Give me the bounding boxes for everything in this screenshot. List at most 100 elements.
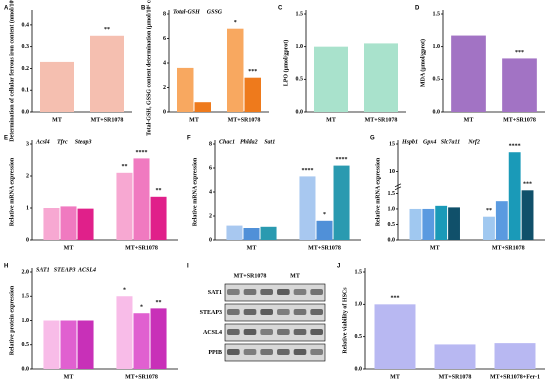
y-tick-label: 0.5 xyxy=(296,77,304,83)
significance-label: * xyxy=(140,305,143,311)
y-tick-label: 0.1 xyxy=(22,88,30,94)
y-tick-label: 1.5 xyxy=(433,11,441,17)
x-tick-label: MT+SR1078 xyxy=(228,117,261,123)
x-tick-label: MT xyxy=(464,117,474,123)
panel-label: F xyxy=(187,136,191,142)
bar xyxy=(90,35,124,112)
legend-entry: Chac1 xyxy=(219,139,235,145)
bar xyxy=(77,208,94,240)
y-tick-label: 0.5 xyxy=(388,222,396,228)
blot-band xyxy=(227,289,240,295)
legend-entry: ACSL4 xyxy=(77,267,96,273)
legend-entry: Steap3 xyxy=(75,139,92,145)
bar xyxy=(521,190,534,240)
bar xyxy=(434,344,476,369)
x-tick-label: MT+SR1078 xyxy=(125,245,158,251)
bar xyxy=(314,46,348,112)
y-tick-label: 1.0 xyxy=(388,206,396,212)
bar xyxy=(260,226,277,240)
y-axis-label: Relative viability of HSCs xyxy=(342,287,348,354)
blot-band xyxy=(227,309,240,315)
bar xyxy=(60,320,77,369)
bar xyxy=(299,176,316,240)
significance-label: *** xyxy=(248,69,257,75)
blot-band xyxy=(310,349,323,355)
panel-label: J xyxy=(337,264,340,270)
y-tick-label: 0.5 xyxy=(355,334,363,340)
y-axis-label: Relative mRNA expression xyxy=(9,157,15,226)
y-tick-label: 2 xyxy=(163,85,166,91)
blot-band xyxy=(260,329,273,335)
blot-frame xyxy=(224,323,326,342)
blot-band xyxy=(227,349,240,355)
blot-frame xyxy=(224,283,326,302)
bar xyxy=(483,216,495,240)
panel-label: E xyxy=(4,136,8,142)
significance-label: ** xyxy=(486,208,492,214)
blot-band xyxy=(293,329,307,335)
blot-band xyxy=(243,309,257,315)
legend-entry: SAT1 xyxy=(36,267,50,273)
blot-band xyxy=(293,309,307,315)
bar xyxy=(133,313,150,369)
bar xyxy=(40,61,74,112)
x-tick-label: MT xyxy=(326,117,336,123)
y-tick-label: 0.0 xyxy=(22,109,30,115)
blot-band xyxy=(293,289,307,295)
x-tick-label: MT+SR1078+Fer-1 xyxy=(490,374,540,380)
blot-band xyxy=(310,289,323,295)
significance-label: *** xyxy=(515,50,524,56)
bar xyxy=(77,320,94,369)
y-tick-label: 1.0 xyxy=(355,302,363,308)
y-axis-label: Determination of cellular ferrous iron c… xyxy=(8,0,15,142)
x-tick-label: MT xyxy=(64,245,74,251)
x-tick-label: MT+SR1078 xyxy=(125,374,158,380)
x-tick-label: MT xyxy=(189,117,199,123)
blot-band xyxy=(243,329,257,335)
y-tick-label: 1.0 xyxy=(433,44,441,50)
y-tick-label: 0.0 xyxy=(388,237,396,243)
blot-band xyxy=(243,289,257,295)
blot-band xyxy=(277,329,290,335)
blot-band xyxy=(277,349,290,355)
x-tick-label: MT+SR1078 xyxy=(308,245,341,251)
significance-label: **** xyxy=(509,144,521,150)
bar xyxy=(494,343,536,369)
axis-break xyxy=(394,183,402,191)
bar xyxy=(43,320,60,369)
panel-label: H xyxy=(4,264,8,270)
x-tick-label: MT xyxy=(52,117,62,123)
significance-label: **** xyxy=(136,150,148,156)
bar xyxy=(150,308,167,369)
panel-label: I xyxy=(187,264,189,270)
y-tick-label: 15 xyxy=(389,141,395,147)
y-tick-label: 0 xyxy=(163,109,166,115)
significance-label: **** xyxy=(301,168,313,174)
blot-band xyxy=(277,309,290,315)
y-tick-label: 0.0 xyxy=(296,109,304,115)
y-tick-label: 10 xyxy=(389,169,395,175)
y-tick-label: 0.0 xyxy=(355,366,363,372)
legend-entry: Acsl4 xyxy=(35,139,50,145)
x-tick-label: MT+SR1078 xyxy=(492,245,525,251)
x-tick-label: MT xyxy=(430,245,440,251)
panel-label: C xyxy=(278,6,283,12)
legend-entry: STEAP3 xyxy=(54,267,76,273)
x-tick-label: MT xyxy=(64,374,74,380)
y-tick-label: 0.3 xyxy=(22,44,30,50)
bar xyxy=(508,152,521,240)
y-tick-label: 2.0 xyxy=(22,269,30,275)
legend-entry: Sat1 xyxy=(264,139,275,145)
y-axis-label: Relative protein expression xyxy=(9,285,15,355)
significance-label: ** xyxy=(156,188,162,194)
y-tick-label: 1.5 xyxy=(388,191,396,197)
bar xyxy=(43,208,60,240)
y-tick-label: 0 xyxy=(209,237,212,243)
bar xyxy=(243,228,260,240)
bar xyxy=(116,172,133,240)
y-tick-label: 0.5 xyxy=(433,77,441,83)
y-tick-label: 0.0 xyxy=(22,366,30,372)
y-tick-label: 8 xyxy=(163,11,166,17)
blot-band xyxy=(293,349,307,355)
panel-label: B xyxy=(141,6,146,12)
